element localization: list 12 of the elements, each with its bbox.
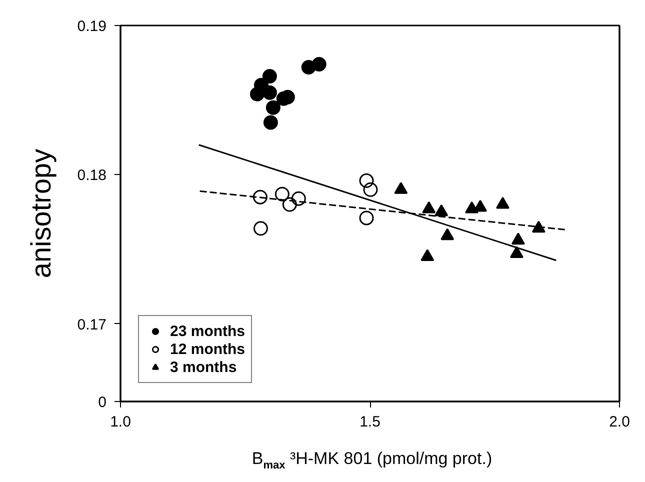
y-tick-label: 0.17 (77, 316, 107, 334)
legend-label: 23 months (170, 322, 246, 340)
legend-label: 12 months (170, 340, 246, 358)
x-tick-label: 1.5 (360, 414, 380, 430)
y-tick-label: 0 (98, 394, 106, 411)
x-axis-title: B$_{max}$ ³H-MK 801 (pmol/mg prot.) (252, 448, 492, 474)
y-tick-label: 0.19 (77, 18, 107, 35)
y-axis-title: anisotropy (25, 148, 56, 278)
x-tick-label: 1.0 (110, 414, 131, 430)
legend-label: 3 months (170, 358, 237, 376)
x-tick-label: 2.0 (609, 414, 630, 430)
y-tick-label: 0.18 (77, 167, 107, 184)
